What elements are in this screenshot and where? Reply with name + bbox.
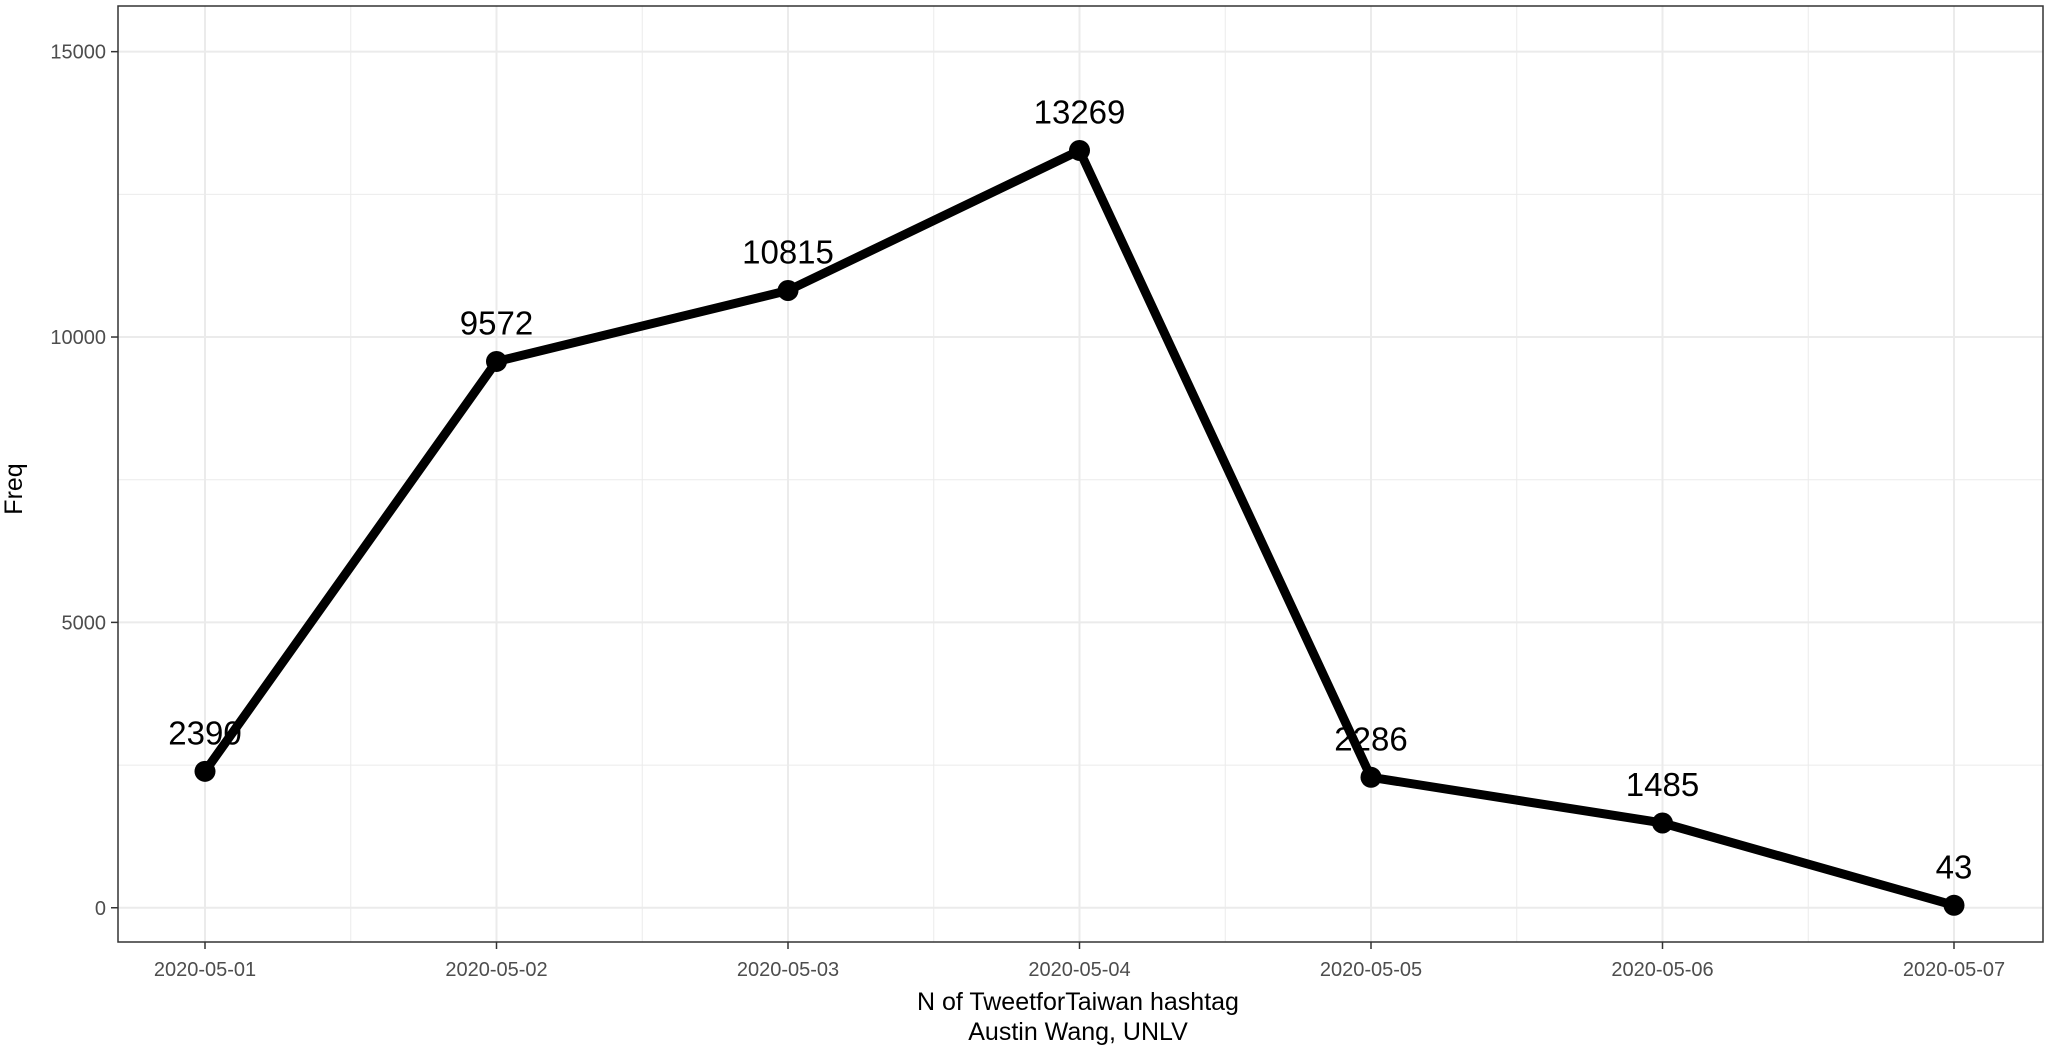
x-axis: 2020-05-01 2020-05-02 2020-05-03 2020-05-04…	[154, 942, 2005, 981]
data-label: 1485	[1626, 766, 1699, 803]
data-point	[486, 350, 507, 372]
x-tick-label: 2020-05-02	[445, 959, 547, 981]
y-axis: 0 5000 10000 15000	[50, 42, 118, 920]
x-tick-label: 2020-05-05	[1320, 959, 1422, 981]
data-point	[194, 760, 216, 782]
data-point	[1943, 894, 1965, 916]
data-point	[1652, 812, 1673, 834]
y-tick-label: 5000	[62, 612, 107, 634]
data-label: 2390	[168, 714, 241, 751]
y-tick-label: 15000	[50, 42, 106, 64]
data-labels: 2390 9572 10815 13269 2286 1485 43	[168, 93, 1972, 885]
chart-caption: Austin Wang, UNLV	[968, 1018, 1188, 1046]
y-axis-title: Freq	[0, 463, 28, 514]
data-label: 2286	[1334, 720, 1407, 757]
x-axis-title: N of TweetforTaiwan hashtag	[917, 988, 1239, 1016]
y-tick-label: 10000	[50, 327, 106, 349]
data-label: 9572	[460, 304, 533, 341]
data-point	[777, 280, 799, 302]
data-label: 13269	[1034, 93, 1126, 130]
data-point	[1069, 139, 1090, 161]
plot-panel-border	[117, 5, 2044, 943]
data-label: 43	[1936, 848, 1973, 885]
data-label: 10815	[742, 234, 834, 271]
x-tick-label: 2020-05-06	[1611, 959, 1713, 981]
y-tick-label: 0	[95, 898, 106, 920]
x-tick-label: 2020-05-04	[1028, 959, 1130, 981]
data-points	[194, 139, 1965, 916]
x-tick-label: 2020-05-03	[737, 959, 839, 981]
data-point	[1360, 766, 1382, 788]
x-tick-label: 2020-05-01	[154, 959, 256, 981]
major-gridlines	[118, 6, 2043, 942]
x-tick-label: 2020-05-07	[1903, 959, 2005, 981]
